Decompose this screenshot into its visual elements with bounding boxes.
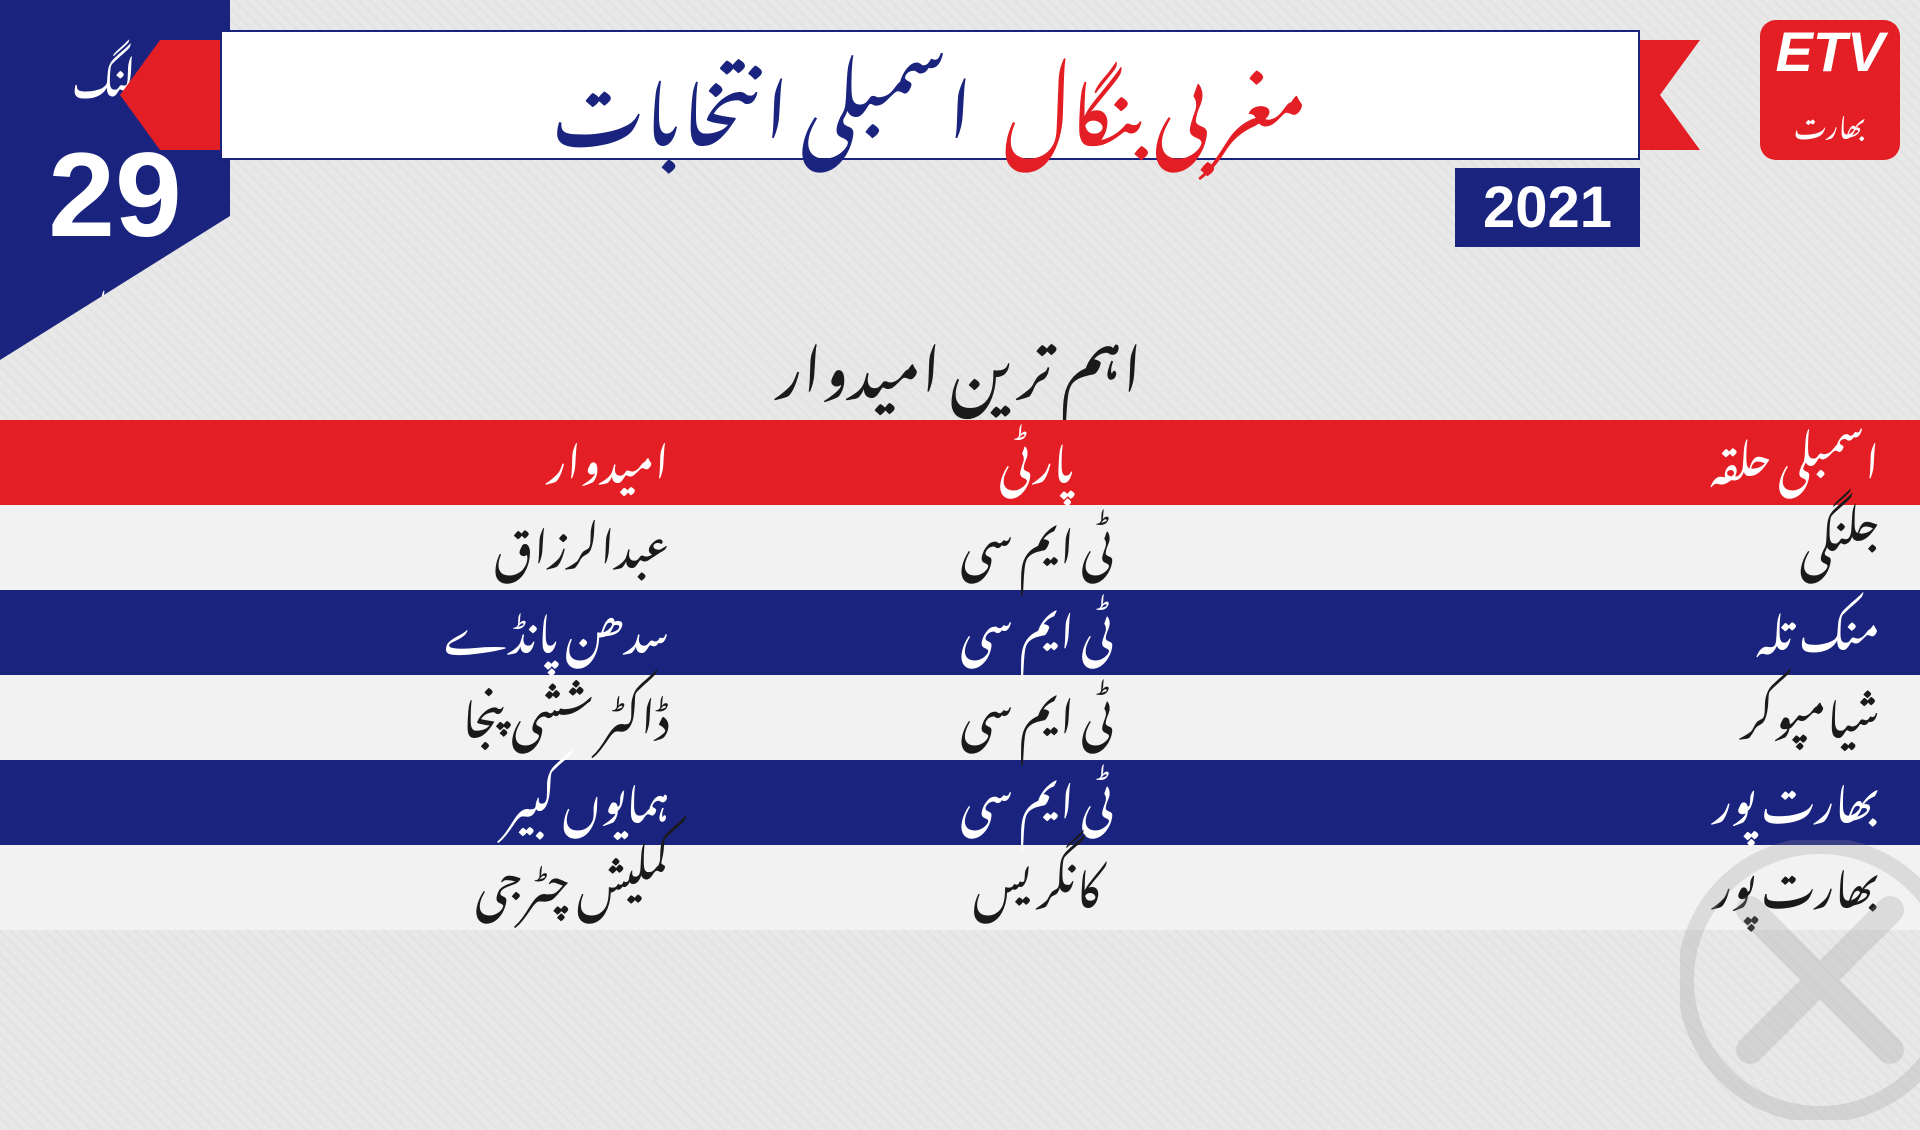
candidates-table: امیدوار پارٹی اسمبلی حلقہ عبدالرزاقٹی ای… xyxy=(0,420,1920,930)
candidate-name: کملیش چٹرجی xyxy=(0,851,730,924)
vote-mark-icon xyxy=(1680,840,1920,1120)
table-row: کملیش چٹرجیکانگریسبھارت پور xyxy=(0,845,1920,930)
year-badge: 2021 xyxy=(1455,168,1640,247)
title-region: مغربی بنگال xyxy=(1003,0,1307,193)
party-name: کانگریس xyxy=(730,851,1344,924)
logo-sub-text: بھارت xyxy=(1794,86,1866,156)
page-subtitle: اہم ترین امیدوار xyxy=(0,280,1920,435)
channel-logo: ETV بھارت xyxy=(1760,20,1900,160)
logo-main-text: ETV xyxy=(1776,24,1885,80)
header-title-bar: مغربی بنگال اسمبلی انتخابات xyxy=(220,30,1640,160)
table-row: ہمایوں کبیرٹی ایم سیبھارت پور xyxy=(0,760,1920,845)
title-subject: اسمبلی انتخابات xyxy=(553,0,974,193)
page-header: مغربی بنگال اسمبلی انتخابات xyxy=(180,30,1740,160)
